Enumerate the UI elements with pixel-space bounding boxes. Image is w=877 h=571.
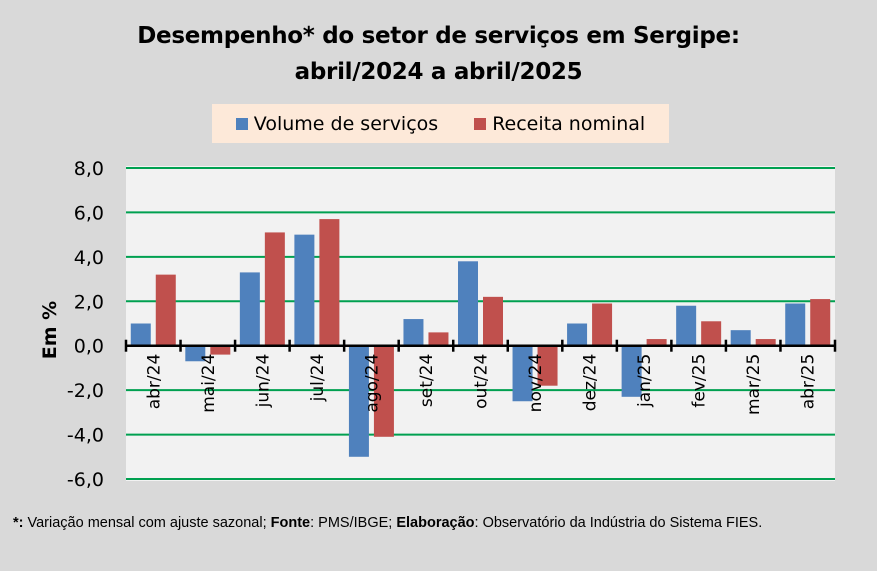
bar-receita-mar-25 bbox=[755, 339, 776, 346]
legend-swatch-volume bbox=[235, 117, 248, 130]
x-tick-label: set/24 bbox=[417, 354, 437, 407]
y-tick-label: -2,0 bbox=[67, 380, 104, 402]
x-tick-label: abr/24 bbox=[144, 354, 164, 410]
bar-receita-mai-24 bbox=[210, 345, 231, 355]
x-tick-label: mar/25 bbox=[744, 354, 764, 415]
footnote-author-label: Elaboração bbox=[396, 515, 475, 531]
x-axis-labels: abr/24 mai/24 jun/24 jul/24 ago/24 set/24 out/… bbox=[144, 354, 818, 415]
bar-receita-set-24 bbox=[428, 332, 449, 346]
legend-label-volume: Volume de serviços bbox=[253, 112, 439, 135]
y-tick-label: -4,0 bbox=[67, 425, 104, 447]
y-tick-label: 2,0 bbox=[74, 291, 104, 313]
y-axis-label: Em % bbox=[39, 301, 61, 359]
bar-receita-jan-25 bbox=[646, 339, 667, 346]
y-axis-ticks: 8,0 6,0 4,0 2,0 0,0 -2,0 -4,0 -6,0 bbox=[67, 158, 104, 491]
bar-receita-ago-24 bbox=[373, 345, 394, 437]
x-tick-label: fev/25 bbox=[690, 354, 710, 408]
bar-receita-jun-24 bbox=[264, 232, 285, 346]
y-tick-label: 8,0 bbox=[74, 158, 104, 180]
bar-volume-abr-25 bbox=[785, 303, 806, 346]
bar-receita-abr-25 bbox=[810, 299, 831, 346]
y-tick-label: 6,0 bbox=[74, 202, 104, 224]
bar-volume-fev-25 bbox=[676, 305, 697, 346]
legend-label-receita: Receita nominal bbox=[492, 112, 646, 135]
footnote: *: Variação mensal com ajuste sazonal; F… bbox=[13, 513, 863, 533]
y-tick-label: 4,0 bbox=[74, 247, 104, 269]
bar-volume-jul-24 bbox=[294, 234, 315, 346]
x-tick-label: jul/24 bbox=[308, 354, 328, 403]
chart-title: Desempenho* do setor de serviços em Serg… bbox=[0, 18, 877, 90]
legend: Volume de serviços Receita nominal bbox=[212, 104, 669, 143]
bar-volume-mar-25 bbox=[730, 330, 751, 346]
bars bbox=[130, 219, 831, 457]
x-tick-label: jun/24 bbox=[253, 354, 273, 409]
x-tick-label: mai/24 bbox=[199, 354, 219, 413]
x-tick-label: ago/24 bbox=[362, 354, 382, 413]
footnote-source-text: : PMS/IBGE; bbox=[310, 515, 397, 531]
bar-volume-set-24 bbox=[403, 319, 424, 346]
footnote-star-label: *: bbox=[13, 515, 24, 531]
bar-volume-ago-24 bbox=[348, 345, 369, 457]
x-tick-label: nov/24 bbox=[526, 354, 546, 413]
bar-receita-nov-24 bbox=[537, 345, 558, 386]
legend-item-receita: Receita nominal bbox=[474, 113, 645, 135]
footnote-source-label: Fonte bbox=[270, 515, 311, 531]
x-tick-label: dez/24 bbox=[581, 354, 601, 412]
bar-volume-nov-24 bbox=[512, 345, 533, 402]
legend-item-volume: Volume de serviços bbox=[235, 112, 439, 135]
bar-receita-out-24 bbox=[483, 296, 503, 346]
footnote-author-text: : Observatório da Indústria do Sistema F… bbox=[474, 515, 763, 531]
chart-title-line1: Desempenho* do setor de serviços em Serg… bbox=[137, 23, 740, 49]
bar-volume-abr-24 bbox=[130, 323, 151, 346]
bar-volume-jun-24 bbox=[239, 272, 260, 346]
footnote-star-text: Variação mensal com ajuste sazonal; bbox=[23, 515, 271, 531]
x-tick-label: jan/25 bbox=[635, 354, 655, 408]
y-tick-label: -6,0 bbox=[67, 469, 104, 491]
bar-volume-dez-24 bbox=[567, 323, 588, 346]
x-tick-label: out/24 bbox=[472, 354, 492, 409]
x-axis bbox=[124, 339, 837, 352]
bar-receita-dez-24 bbox=[592, 303, 613, 346]
bar-volume-out-24 bbox=[458, 261, 478, 346]
x-tick-label: abr/25 bbox=[799, 354, 819, 410]
legend-swatch-receita bbox=[474, 117, 487, 130]
y-tick-label: 0,0 bbox=[74, 336, 104, 358]
chart-subtitle: abril/2024 a abril/2025 bbox=[294, 59, 583, 85]
bar-volume-mai-24 bbox=[185, 345, 206, 362]
bar-receita-jul-24 bbox=[319, 219, 340, 346]
bar-receita-fev-25 bbox=[701, 321, 722, 346]
bar-receita-abr-24 bbox=[155, 274, 176, 346]
bar-volume-jan-25 bbox=[621, 345, 642, 397]
